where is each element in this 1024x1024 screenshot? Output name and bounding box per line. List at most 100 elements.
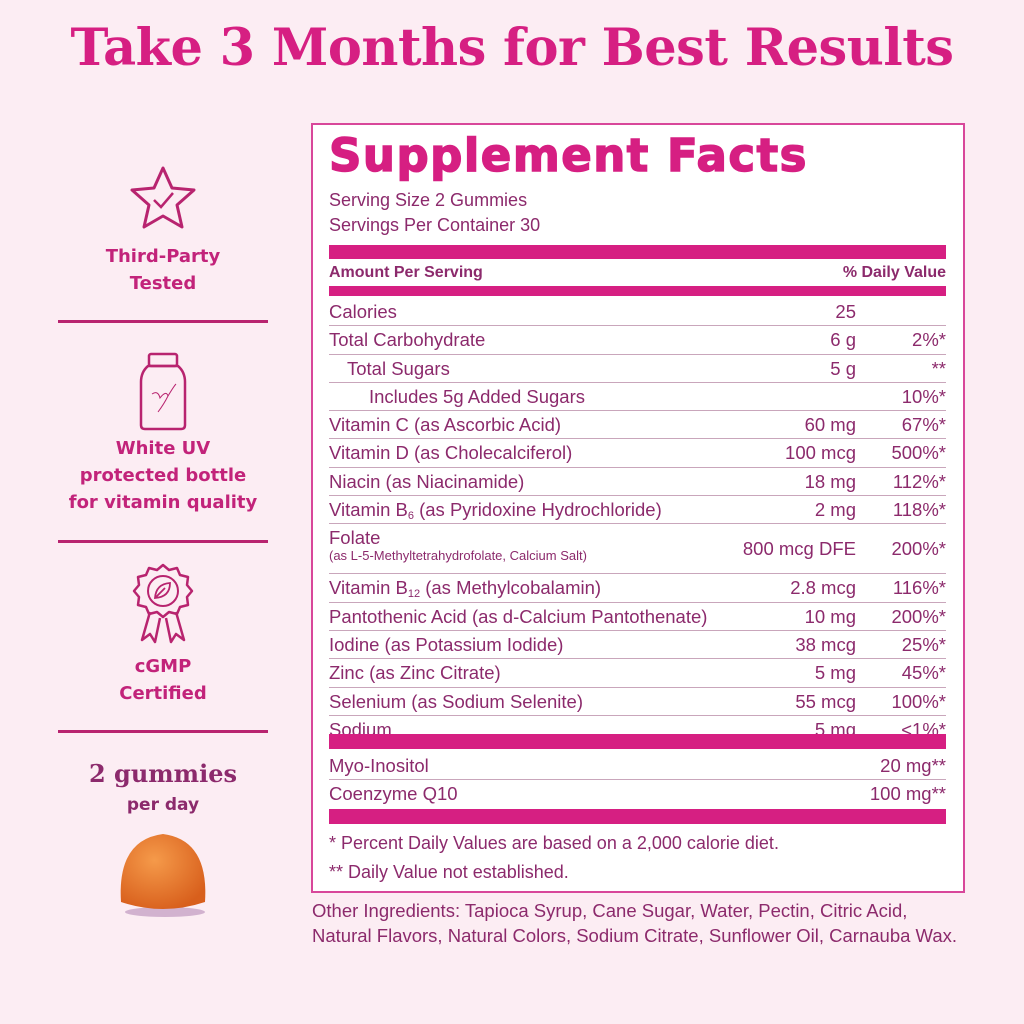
nutrient-name: Vitamin B12 (as Methylcobalamin) — [329, 577, 602, 601]
nutrient-amount: 800 mcg DFE — [742, 538, 856, 560]
nutrient-row: Vitamin B12 (as Methylcobalamin) 2.8 mcg 1… — [329, 574, 946, 603]
divider-bar — [329, 734, 946, 749]
nutrient-row: Folate (as L-5-Methyltetrahydrofolate, Ca… — [329, 524, 946, 575]
nutrient-row: Total Sugars 5 g ** — [329, 355, 946, 383]
nutrient-daily-value: 10%* — [901, 385, 946, 407]
feature-uv-bottle: White UV protected bottle for vitamin qu… — [58, 435, 268, 516]
nutrient-name-text: Iodine (as Potassium Iodide) — [329, 633, 564, 655]
feature-third-party: Third-Party Tested — [58, 243, 268, 297]
nutrient-name: Niacin (as Niacinamide) — [329, 471, 524, 492]
feature-label: for vitamin quality — [68, 492, 258, 513]
divider — [58, 730, 268, 733]
table-header: Amount Per Serving % Daily Value — [329, 264, 946, 282]
nutrient-amount: 60 mg — [804, 414, 856, 436]
bottle-icon — [139, 352, 187, 431]
supplement-facts-panel: Supplement Facts Serving Size 2 Gummies … — [311, 123, 965, 893]
nutrient-name: Coenzyme Q10 — [329, 783, 458, 805]
nutrient-amount: 38 mcg — [795, 633, 856, 655]
gummy-image — [120, 834, 206, 917]
nutrient-daily-value: 112%* — [892, 470, 946, 492]
nutrient-amount: 100 mg** — [869, 783, 946, 805]
nutrient-name: Myo-Inositol — [329, 755, 429, 776]
nutrient-subscript: 12 — [407, 588, 421, 601]
certified-badge-icon — [132, 563, 194, 644]
feature-label: Third-Party — [105, 246, 221, 267]
feature-label: Certified — [119, 683, 207, 704]
nutrient-amount: 100 mcg — [785, 442, 856, 464]
nutrient-amount: 25 — [835, 301, 856, 322]
nutrient-row: Pantothenic Acid (as d-Calcium Pantothen… — [329, 603, 946, 631]
nutrient-daily-value: 200%* — [891, 538, 946, 560]
nutrient-name-text: Folate — [329, 527, 381, 549]
nutrient-detail: (as L-5-Methyltetrahydrofolate, Calcium … — [329, 548, 587, 564]
divider — [58, 320, 268, 323]
nutrient-row: Vitamin B6 (as Pyridoxine Hydrochloride)… — [329, 496, 946, 525]
nutrient-daily-value: 25%* — [901, 633, 946, 655]
dosage-title: 2 gummies — [89, 759, 237, 788]
feature-label: Tested — [129, 273, 197, 294]
nutrient-amount: 6 g — [830, 329, 856, 351]
nutrient-name-text: Calories — [329, 301, 397, 322]
nutrient-amount: 5 g — [830, 357, 856, 379]
nutrient-daily-value: 116%* — [892, 577, 946, 599]
nutrient-name: Vitamin D (as Cholecalciferol) — [329, 442, 572, 463]
nutrient-name: Total Carbohydrate — [329, 329, 485, 350]
nutrient-name: Selenium (as Sodium Selenite) — [329, 691, 583, 712]
nutrient-name-text: Vitamin D (as Cholecalciferol) — [329, 442, 573, 464]
nutrient-name: Includes 5g Added Sugars — [329, 386, 585, 407]
facts-heading: Supplement Facts — [328, 128, 808, 183]
nutrient-row: Vitamin D (as Cholecalciferol) 100 mcg 500… — [329, 439, 946, 468]
divider-bar — [329, 809, 946, 824]
footnote-daily-values: * Percent Daily Values are based on a 2,… — [329, 833, 779, 853]
other-nutrient-rows: Myo-Inositol 20 mg** Coenzyme Q10 100 mg** — [329, 752, 946, 808]
nutrient-name-text: Pantothenic Acid (as d-Calcium Pantothen… — [329, 605, 708, 627]
nutrient-name: Vitamin C (as Ascorbic Acid) — [329, 414, 561, 435]
nutrient-amount: 18 mg — [804, 470, 856, 492]
header-daily-value: % Daily Value — [842, 264, 946, 281]
nutrient-row: Iodine (as Potassium Iodide) 38 mcg 25%* — [329, 631, 946, 660]
star-check-icon — [130, 166, 196, 229]
nutrient-name: Pantothenic Acid (as d-Calcium Pantothen… — [329, 606, 707, 627]
nutrient-name: Folate — [329, 527, 380, 548]
feature-label: cGMP — [134, 656, 192, 677]
other-nutrient-row: Coenzyme Q10 100 mg** — [329, 780, 946, 807]
feature-cgmp: cGMP Certified — [58, 653, 268, 707]
feature-label: protected bottle — [79, 465, 247, 486]
nutrient-daily-value: ** — [931, 357, 946, 379]
nutrient-amount: 10 mg — [804, 605, 856, 627]
nutrient-daily-value: 200%* — [891, 605, 946, 627]
divider — [58, 540, 268, 543]
nutrient-name-text: Selenium (as Sodium Selenite) — [329, 690, 583, 712]
nutrient-name-text: Vitamin B — [329, 577, 408, 599]
nutrient-name-text: Includes 5g Added Sugars — [369, 385, 585, 407]
nutrient-row: Zinc (as Zinc Citrate) 5 mg 45%* — [329, 659, 946, 688]
nutrient-amount: 2 mg — [814, 499, 856, 521]
footnote-not-established: ** Daily Value not established. — [329, 862, 569, 882]
nutrient-name-text: Total Carbohydrate — [329, 329, 486, 351]
nutrient-daily-value: 100%* — [891, 690, 946, 712]
nutrient-name-text: Total Sugars — [347, 357, 450, 379]
nutrient-rows: Calories 25 Total Carbohydrate 6 g 2%* Total … — [329, 298, 946, 743]
nutrient-name-rest: (as Methylcobalamin) — [420, 577, 602, 599]
nutrient-row: Selenium (as Sodium Selenite) 55 mcg 100%* — [329, 688, 946, 716]
nutrient-daily-value: 2%* — [912, 329, 946, 351]
nutrient-amount: 5 mg — [814, 662, 856, 684]
nutrient-name: Vitamin B6 (as Pyridoxine Hydrochloride) — [329, 499, 662, 523]
nutrient-name: Zinc (as Zinc Citrate) — [329, 662, 501, 683]
feature-label: White UV — [115, 438, 211, 459]
nutrient-name-text: Vitamin C (as Ascorbic Acid) — [329, 414, 562, 436]
nutrient-subscript: 6 — [407, 510, 414, 523]
nutrient-name: Calories — [329, 301, 397, 322]
nutrient-row: Vitamin C (as Ascorbic Acid) 60 mg 67%* — [329, 411, 946, 440]
nutrient-name: Total Sugars — [329, 358, 450, 379]
nutrient-daily-value: 118%* — [892, 499, 946, 521]
servings-per-container: Servings Per Container 30 — [329, 215, 541, 235]
nutrient-name-rest: (as Pyridoxine Hydrochloride) — [413, 499, 662, 521]
nutrient-name: Iodine (as Potassium Iodide) — [329, 634, 563, 655]
dosage-subtitle: per day — [126, 795, 200, 815]
divider-bar — [329, 245, 946, 259]
nutrient-amount: 20 mg** — [880, 755, 946, 776]
other-ingredients: Other Ingredients: Tapioca Syrup, Cane S… — [312, 900, 957, 946]
divider-bar — [329, 286, 946, 296]
nutrient-name-text: Niacin (as Niacinamide) — [329, 470, 525, 492]
